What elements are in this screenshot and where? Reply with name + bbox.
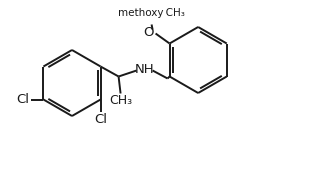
Text: CH₃: CH₃ xyxy=(109,94,132,107)
Text: Cl: Cl xyxy=(94,113,107,126)
Text: methoxy CH₃: methoxy CH₃ xyxy=(118,9,185,18)
Text: Cl: Cl xyxy=(16,93,29,106)
Text: O: O xyxy=(143,26,154,39)
Text: NH: NH xyxy=(135,63,154,76)
